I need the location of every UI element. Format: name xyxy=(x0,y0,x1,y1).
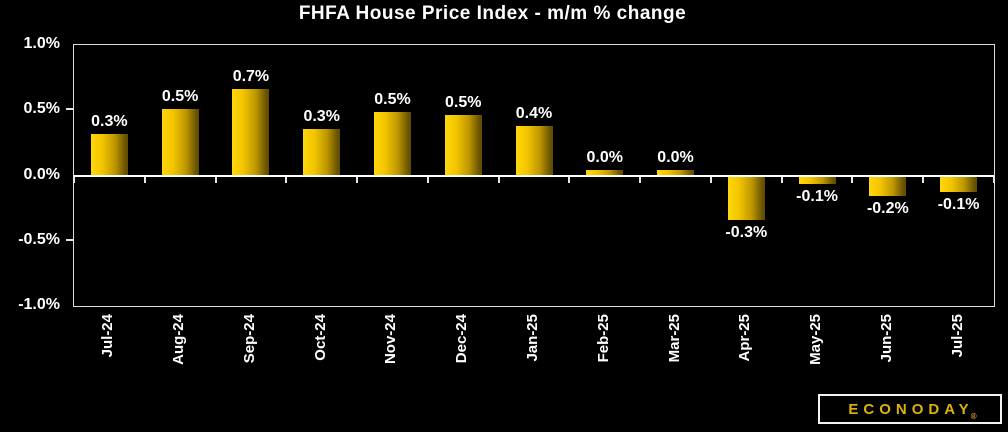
category-tick xyxy=(639,176,642,183)
x-axis-label-apr-25: Apr-25 xyxy=(736,314,754,362)
bar-jun-25 xyxy=(869,176,907,197)
registered-trademark-symbol: ® xyxy=(970,412,977,421)
bar-value-label-jun-25: -0.2% xyxy=(866,200,909,218)
bar-value-label-aug-24: 0.5% xyxy=(161,87,199,105)
x-axis-label-may-25: May-25 xyxy=(807,314,825,365)
x-axis-label-oct-24: Oct-24 xyxy=(311,314,329,361)
y-axis-label--0.5: -0.5% xyxy=(18,230,60,248)
bar-value-label-dec-24: 0.5% xyxy=(444,94,482,112)
econoday-logo-text: ECONODAY xyxy=(848,400,974,418)
bar-sep-24 xyxy=(232,89,270,176)
plot-area: 0.3% 0.5% 0.7% 0.3% 0.5% 0.5% 0.4% 0.0% 0.0% -0.3… xyxy=(73,44,995,307)
x-axis-label-aug-24: Aug-24 xyxy=(170,314,188,365)
bar-value-label-apr-25: -0.3% xyxy=(725,223,768,241)
econoday-logo: ECONODAY ® xyxy=(818,394,1002,424)
bar-aug-24 xyxy=(161,108,199,176)
category-tick xyxy=(214,176,217,183)
y-axis-label--1.0: -1.0% xyxy=(18,296,60,313)
bar-mar-25 xyxy=(657,170,695,176)
bar-value-label-mar-25: 0.0% xyxy=(657,149,694,167)
y-axis-tick xyxy=(66,108,73,111)
category-tick xyxy=(497,176,500,183)
x-axis-label-jul-25: Jul-25 xyxy=(948,314,966,358)
bar-dec-24 xyxy=(444,115,482,176)
category-tick xyxy=(285,176,288,183)
category-tick xyxy=(73,176,75,183)
x-axis-label-jan-25: Jan-25 xyxy=(524,314,541,362)
x-axis-label-nov-24: Nov-24 xyxy=(382,314,400,365)
category-tick xyxy=(709,176,712,183)
chart-title: FHFA House Price Index - m/m % change xyxy=(298,3,687,24)
bar-value-label-feb-25: 0.0% xyxy=(586,149,623,167)
category-tick xyxy=(851,176,854,183)
bar-may-25 xyxy=(798,176,836,185)
category-tick xyxy=(356,176,359,183)
bar-nov-24 xyxy=(373,111,411,176)
bar-value-label-jan-25: 0.4% xyxy=(515,104,553,122)
bar-jul-24 xyxy=(90,133,128,176)
bar-oct-24 xyxy=(303,128,341,176)
bar-apr-25 xyxy=(727,176,765,220)
category-tick xyxy=(922,176,925,183)
category-tick xyxy=(993,176,995,183)
x-axis-label-mar-25: Mar-25 xyxy=(665,314,683,363)
zero-axis-line xyxy=(74,174,994,177)
x-axis-label-jul-24: Jul-24 xyxy=(99,314,117,358)
bar-jan-25 xyxy=(515,125,553,176)
category-tick xyxy=(780,176,783,183)
y-axis-label-0.5: 0.5% xyxy=(23,100,60,118)
category-tick xyxy=(143,176,146,183)
bar-value-label-sep-24: 0.7% xyxy=(232,68,270,86)
x-axis-label-sep-24: Sep-24 xyxy=(240,314,258,364)
bar-value-label-jul-25: -0.1% xyxy=(937,196,980,214)
category-tick xyxy=(568,176,571,183)
y-axis-tick xyxy=(66,238,73,241)
y-axis-label-1.0: 1.0% xyxy=(23,35,60,52)
bar-jul-25 xyxy=(940,176,978,193)
bar-value-label-nov-24: 0.5% xyxy=(374,90,411,108)
y-axis-label-0.0: 0.0% xyxy=(23,165,60,183)
bar-value-label-may-25: -0.1% xyxy=(796,188,838,206)
x-axis-label-dec-24: Dec-24 xyxy=(453,314,471,364)
category-tick xyxy=(426,176,429,183)
bar-value-label-oct-24: 0.3% xyxy=(303,107,340,125)
bar-value-label-jul-24: 0.3% xyxy=(91,112,128,130)
x-axis-label-feb-25: Feb-25 xyxy=(594,314,612,363)
x-axis-label-jun-25: Jun-25 xyxy=(877,314,895,363)
bar-feb-25 xyxy=(586,170,624,176)
